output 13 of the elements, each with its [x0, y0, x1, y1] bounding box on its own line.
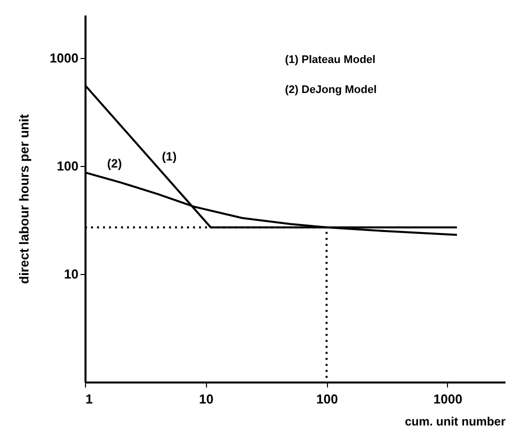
x-tick-label: 100	[316, 392, 338, 406]
x-tick-label: 1000	[433, 392, 462, 406]
y-tick-label: 1000	[50, 50, 78, 66]
y-tick-label: 10	[64, 266, 78, 282]
annotation: (1) Plateau Model	[285, 54, 376, 66]
y-tick-label: 100	[56, 158, 78, 174]
series-label: (2)	[107, 156, 122, 171]
x-tick-label: 10	[199, 392, 214, 406]
annotation: (2) DeJong Model	[285, 84, 377, 96]
y-axis-title: direct labour hours per unit	[16, 113, 32, 284]
x-axis-title: cum. unit number	[404, 414, 506, 428]
x-tick-label: 1	[86, 392, 93, 406]
series-label: (1)	[162, 149, 177, 164]
